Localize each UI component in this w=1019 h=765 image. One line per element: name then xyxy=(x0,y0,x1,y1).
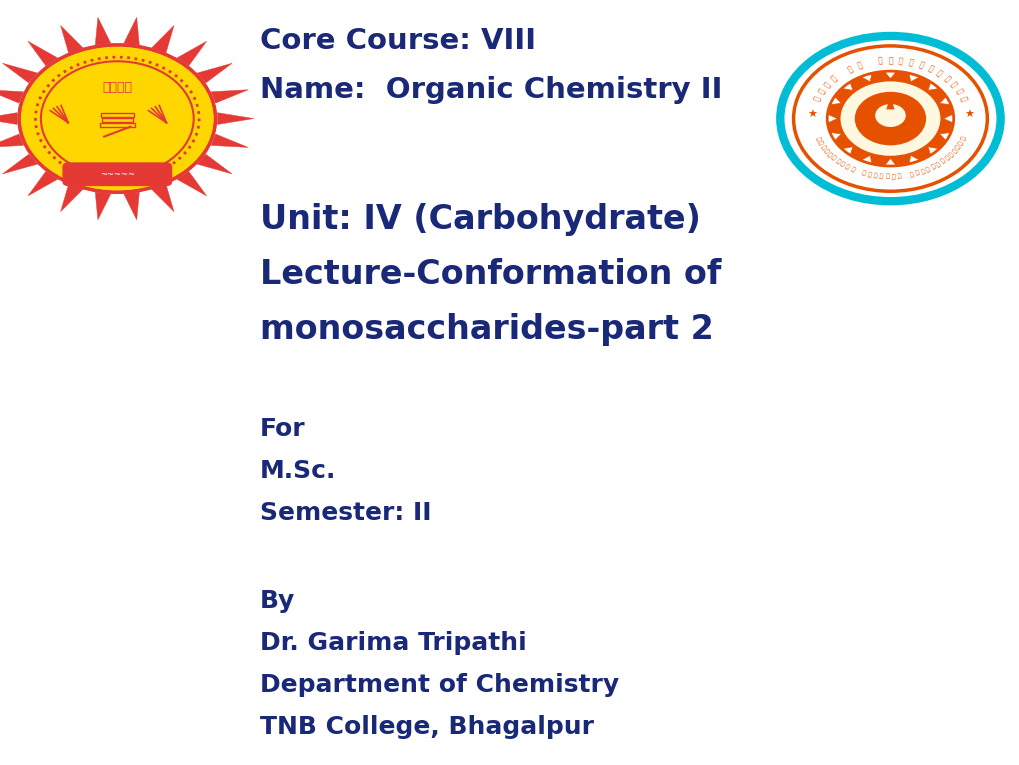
Text: Department of Chemistry: Department of Chemistry xyxy=(260,673,619,697)
Text: स: स xyxy=(821,80,832,90)
Text: ★: ★ xyxy=(963,109,973,120)
Text: झ: झ xyxy=(844,164,850,171)
FancyBboxPatch shape xyxy=(100,122,135,127)
Circle shape xyxy=(780,36,1000,201)
Text: ्: ् xyxy=(924,166,930,173)
Text: य: य xyxy=(957,95,967,103)
Circle shape xyxy=(854,92,925,145)
Text: म: म xyxy=(953,87,963,96)
Text: ा: ा xyxy=(866,171,871,177)
Polygon shape xyxy=(28,41,58,66)
Text: monosaccharides-part 2: monosaccharides-part 2 xyxy=(260,313,713,346)
Text: ो: ो xyxy=(907,57,914,67)
Text: ा: ा xyxy=(954,144,961,150)
Circle shape xyxy=(19,45,215,192)
Text: य: य xyxy=(959,135,966,142)
Text: Semester: II: Semester: II xyxy=(260,501,431,525)
Polygon shape xyxy=(176,41,207,66)
FancyBboxPatch shape xyxy=(63,163,171,185)
Text: ज: ज xyxy=(876,56,882,66)
Text: ा: ा xyxy=(855,60,863,70)
Text: ्: ् xyxy=(888,56,892,65)
Text: TNB College, Bhagalpur: TNB College, Bhagalpur xyxy=(260,715,593,739)
Text: ्: ् xyxy=(948,151,954,158)
Circle shape xyxy=(874,104,905,127)
FancyBboxPatch shape xyxy=(102,118,132,122)
Text: य: य xyxy=(951,148,958,154)
Text: भ: भ xyxy=(860,170,865,177)
Polygon shape xyxy=(211,90,248,103)
Text: For: For xyxy=(260,417,306,441)
Text: By: By xyxy=(260,589,296,613)
Polygon shape xyxy=(197,63,232,83)
Polygon shape xyxy=(0,90,23,103)
Text: क: क xyxy=(821,148,828,154)
Text: व: व xyxy=(934,161,941,168)
Text: व: व xyxy=(908,171,913,177)
Text: ट: ट xyxy=(813,135,820,142)
Polygon shape xyxy=(217,112,254,125)
Text: द: द xyxy=(944,155,950,161)
Polygon shape xyxy=(211,134,248,148)
Text: ि: ि xyxy=(816,140,822,145)
Text: ग: ग xyxy=(948,80,958,90)
Text: य: य xyxy=(897,56,903,66)
Text: व: व xyxy=(929,164,935,171)
Text: ल: ल xyxy=(957,140,963,145)
Text: ो: ो xyxy=(828,74,838,83)
Polygon shape xyxy=(60,25,83,53)
Text: ग: ग xyxy=(872,172,876,179)
Text: प: प xyxy=(884,174,889,180)
Text: ा: ा xyxy=(834,158,840,164)
Polygon shape xyxy=(28,171,58,196)
Text: Name:  Organic Chemistry II: Name: Organic Chemistry II xyxy=(260,76,721,105)
Text: श्री: श्री xyxy=(102,81,132,94)
Text: ल: ल xyxy=(878,174,882,179)
Text: म: म xyxy=(816,87,826,96)
Text: ~~~~~: ~~~~~ xyxy=(100,170,135,179)
Text: M.Sc.: M.Sc. xyxy=(260,459,336,483)
Circle shape xyxy=(800,51,979,186)
Text: ि: ि xyxy=(925,63,933,74)
Text: श: श xyxy=(919,168,925,174)
Text: म: म xyxy=(846,63,854,74)
Text: ि: ि xyxy=(940,158,946,164)
Text: Core Course: VIII: Core Course: VIII xyxy=(260,27,536,55)
Text: ्: ् xyxy=(942,74,951,83)
Text: ी: ी xyxy=(849,166,855,173)
Circle shape xyxy=(839,80,941,157)
Polygon shape xyxy=(0,112,17,125)
Text: र: र xyxy=(897,174,901,179)
Polygon shape xyxy=(2,63,38,83)
Polygon shape xyxy=(2,155,38,174)
Text: ु: ु xyxy=(891,174,895,180)
Text: ा: ा xyxy=(825,151,832,158)
Text: र: र xyxy=(933,68,943,78)
Polygon shape xyxy=(152,184,174,212)
Text: ल: ल xyxy=(818,144,825,150)
Text: ि: ि xyxy=(914,170,919,177)
FancyBboxPatch shape xyxy=(101,113,133,117)
Text: Dr. Garima Tripathi: Dr. Garima Tripathi xyxy=(260,631,527,655)
Text: Lecture-Conformation of: Lecture-Conformation of xyxy=(260,258,720,291)
Circle shape xyxy=(792,45,987,192)
Polygon shape xyxy=(176,171,207,196)
Text: ★: ★ xyxy=(806,109,816,120)
Circle shape xyxy=(41,61,194,176)
Polygon shape xyxy=(827,72,952,165)
Text: ं: ं xyxy=(839,161,845,168)
Polygon shape xyxy=(152,25,174,53)
Polygon shape xyxy=(60,184,83,212)
Polygon shape xyxy=(123,18,140,45)
Polygon shape xyxy=(197,155,232,174)
Polygon shape xyxy=(95,18,111,45)
Text: त: त xyxy=(812,95,822,103)
Polygon shape xyxy=(886,96,894,109)
Polygon shape xyxy=(95,192,111,220)
Text: म: म xyxy=(829,155,836,161)
Polygon shape xyxy=(123,192,140,220)
Polygon shape xyxy=(0,134,23,148)
Text: त: त xyxy=(916,60,924,70)
Text: Unit: IV (Carbohydrate): Unit: IV (Carbohydrate) xyxy=(260,203,700,236)
